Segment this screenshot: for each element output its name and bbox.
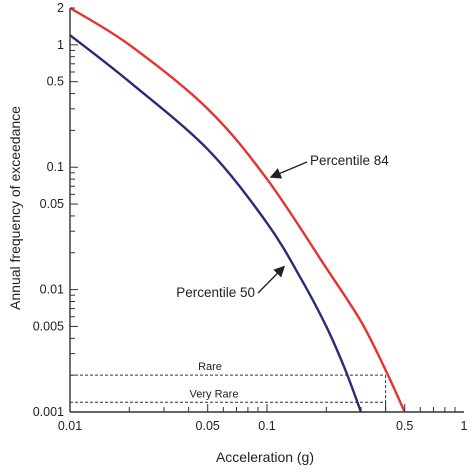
x-tick-label: 0.1 (258, 419, 275, 433)
annotation-very-rare: Very Rare (190, 388, 239, 400)
y-tick-label: 0.1 (47, 160, 64, 174)
y-tick-label: 1 (57, 38, 64, 52)
y-tick-label: 2 (57, 1, 64, 15)
series-line-percentile-84 (69, 6, 406, 413)
y-tick-label: 0.5 (47, 75, 64, 89)
arrow-percentile-50 (257, 265, 286, 294)
annotation-percentile-84: Percentile 84 (310, 153, 389, 168)
annotation-rare: Rare (198, 361, 222, 373)
y-axis-title: Annual frequency of exceedance (7, 106, 23, 310)
x-tick-label: 0.05 (196, 419, 220, 433)
y-tick-label: 0.05 (40, 197, 64, 211)
x-tick-label: 0.01 (58, 419, 82, 433)
y-tick-label: 0.01 (40, 283, 64, 297)
x-tick-label: 1 (461, 419, 468, 433)
series-line-percentile-50 (69, 34, 363, 413)
annotation-percentile-50: Percentile 50 (176, 285, 255, 300)
y-tick-label: 0.005 (33, 319, 64, 333)
arrow-percentile-84 (269, 161, 308, 179)
y-tick-label: 0.001 (33, 405, 64, 419)
x-axis-title: Acceleration (g) (216, 449, 314, 465)
x-tick-label: 0.5 (396, 419, 413, 433)
